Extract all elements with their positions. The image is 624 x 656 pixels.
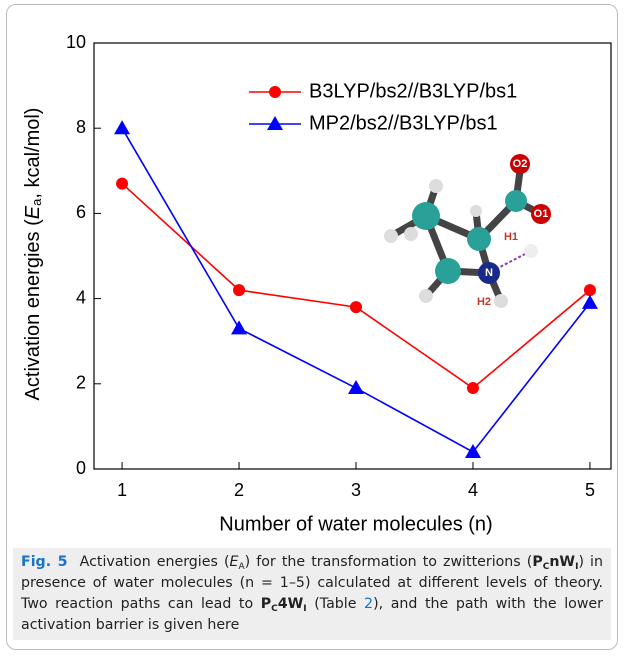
series-line (122, 184, 590, 388)
marker (467, 382, 479, 394)
marker (233, 284, 245, 296)
caption-text: (Table (307, 596, 364, 612)
y-tick-label: 8 (76, 117, 86, 137)
x-axis-label: Number of water molecules (n) (219, 513, 492, 535)
atom-label: N (485, 267, 493, 279)
marker (584, 284, 596, 296)
caption-text: ) for the transformation to zwitterions … (245, 554, 533, 570)
y-tick-label: 4 (76, 287, 86, 307)
marker (582, 295, 598, 309)
y-axis-label: Activation energies (Ea, kcal/mol) (22, 108, 44, 401)
x-tick-label: 1 (117, 480, 127, 500)
y-tick-label: 2 (76, 373, 86, 393)
x-tick-label: 2 (234, 480, 244, 500)
caption-text: C (271, 604, 278, 614)
marker (348, 380, 364, 394)
chart: O2 O1 H1 N H2 Activation energies (Ea, k… (7, 5, 617, 545)
marker (350, 301, 362, 313)
legend-label: MP2/bs2//B3LYP/bs1 (309, 112, 498, 134)
atom-label: H2 (477, 296, 491, 308)
y-tick-label: 10 (66, 32, 86, 52)
marker (114, 120, 130, 134)
legend-label: B3LYP/bs2//B3LYP/bs1 (309, 80, 517, 102)
legend-marker (269, 86, 281, 98)
y-tick-label: 0 (76, 458, 86, 478)
marker (231, 320, 247, 334)
legend-marker (267, 116, 283, 130)
caption-link[interactable]: 2 (364, 596, 373, 612)
caption-text: P (261, 596, 271, 612)
caption-text: P (532, 554, 542, 570)
x-tick-label: 4 (468, 480, 478, 500)
caption-text: 4W (278, 596, 304, 612)
atom-label: O1 (534, 208, 549, 220)
marker (116, 178, 128, 190)
y-label-part: E (22, 205, 44, 219)
atom-label: H1 (504, 231, 518, 243)
y-label-part: , kcal/mol) (22, 108, 44, 199)
atom-label: O2 (513, 158, 528, 170)
molecule: O2 O1 H1 N H2 (384, 154, 551, 308)
page: O2 O1 H1 N H2 Activation energies (Ea, k… (0, 0, 624, 656)
caption-text: nW (549, 554, 575, 570)
x-tick-label: 5 (585, 480, 595, 500)
x-tick-label: 3 (351, 480, 361, 500)
y-tick-label: 6 (76, 202, 86, 222)
caption: Fig. 5 Activation energies (EA) for the … (13, 548, 611, 640)
caption-label: Fig. 5 (21, 554, 67, 570)
caption-text: Activation energies ( (80, 554, 230, 570)
figure-frame: O2 O1 H1 N H2 Activation energies (Ea, k… (6, 4, 618, 650)
y-label-part: Activation energies ( (22, 219, 44, 401)
